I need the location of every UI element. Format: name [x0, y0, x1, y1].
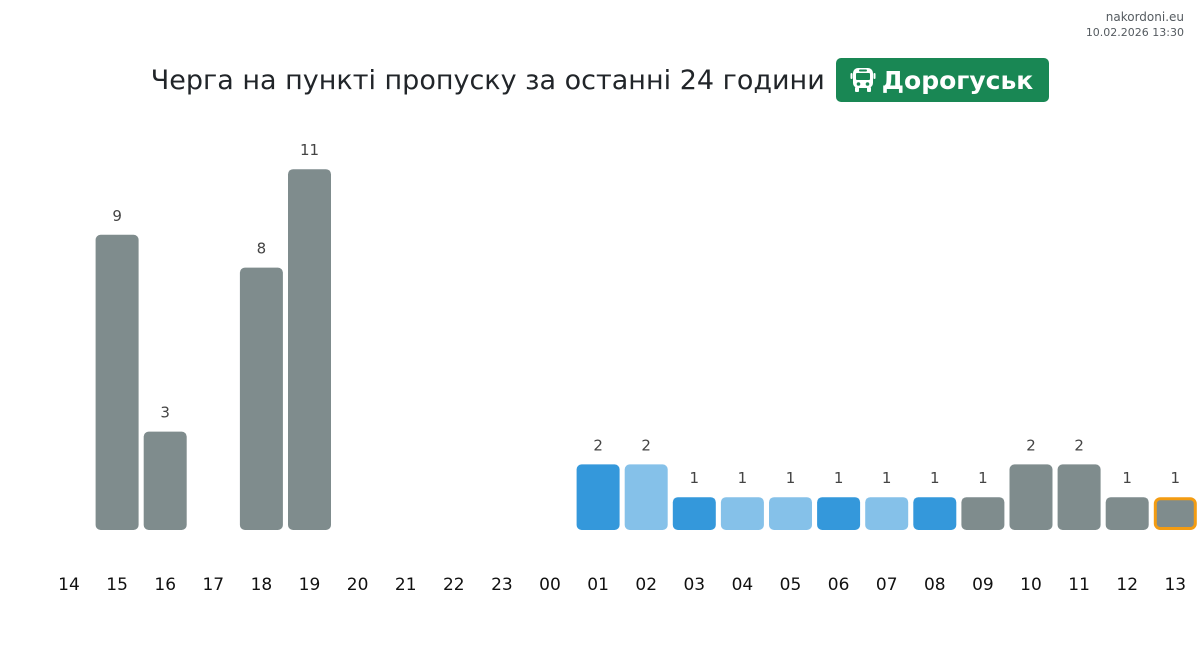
checkpoint-name: Дорогуськ — [881, 65, 1034, 95]
bar[interactable] — [288, 169, 331, 530]
bar-value-label: 1 — [930, 469, 940, 487]
checkpoint-badge: Дорогуськ — [835, 58, 1050, 102]
bar-value-label: 11 — [300, 141, 319, 159]
source-timestamp: 10.02.2026 13:30 — [1085, 26, 1184, 39]
bar[interactable] — [239, 267, 283, 530]
chart-title: Черга на пункті пропуску за останні 24 г… — [150, 64, 825, 96]
x-tick-label: 06 — [828, 575, 850, 595]
x-tick-label: 07 — [876, 575, 898, 595]
bar[interactable] — [769, 497, 812, 530]
bar-value-label: 2 — [1026, 436, 1036, 454]
bus-icon — [850, 68, 876, 92]
bar[interactable] — [961, 497, 1005, 530]
bar-value-label: 1 — [738, 469, 748, 487]
bar[interactable] — [865, 497, 909, 530]
bar[interactable] — [143, 431, 187, 530]
x-tick-label: 05 — [780, 575, 802, 595]
bar-value-label: 1 — [882, 469, 892, 487]
bar[interactable] — [576, 464, 620, 530]
x-tick-label: 00 — [539, 575, 561, 595]
x-tick-label: 16 — [154, 575, 176, 595]
bar-value-label: 1 — [978, 469, 988, 487]
x-tick-label: 11 — [1068, 575, 1090, 595]
x-tick-label: 04 — [732, 575, 754, 595]
bar[interactable] — [720, 497, 764, 530]
x-tick-label: 18 — [251, 575, 273, 595]
source-site: nakordoni.eu — [1105, 10, 1184, 24]
x-tick-label: 17 — [202, 575, 224, 595]
x-tick-label: 13 — [1164, 575, 1186, 595]
x-tick-label: 15 — [106, 575, 128, 595]
x-tick-label: 22 — [443, 575, 465, 595]
x-tick-label: 08 — [924, 575, 946, 595]
bar[interactable] — [913, 497, 957, 530]
bar[interactable] — [624, 464, 668, 530]
bar[interactable] — [817, 497, 861, 530]
bar-value-label: 3 — [160, 404, 170, 422]
bar-value-label: 1 — [786, 469, 796, 487]
x-tick-label: 02 — [635, 575, 657, 595]
x-tick-label: 23 — [491, 575, 513, 595]
bar[interactable] — [1009, 464, 1053, 530]
bar-value-label: 9 — [112, 207, 122, 225]
x-tick-label: 09 — [972, 575, 994, 595]
x-tick-label: 03 — [683, 575, 705, 595]
x-tick-label: 12 — [1116, 575, 1138, 595]
bar-current-hour[interactable] — [1153, 497, 1197, 531]
bar[interactable] — [95, 234, 139, 531]
bar-value-label: 8 — [257, 240, 267, 258]
bar[interactable] — [672, 497, 716, 530]
bar-value-label: 2 — [641, 436, 651, 454]
x-tick-label: 20 — [347, 575, 369, 595]
bar[interactable] — [1105, 497, 1149, 530]
source-info: nakordoni.eu 10.02.2026 13:30 — [1086, 9, 1184, 41]
x-tick-label: 10 — [1020, 575, 1042, 595]
bar-value-label: 2 — [593, 436, 603, 454]
bar-value-label: 1 — [690, 469, 700, 487]
x-tick-label: 21 — [395, 575, 417, 595]
bar-value-label: 1 — [1122, 469, 1132, 487]
bar-value-label: 2 — [1074, 436, 1084, 454]
bar[interactable] — [1057, 464, 1101, 530]
x-tick-label: 01 — [587, 575, 609, 595]
chart-header: Черга на пункті пропуску за останні 24 г… — [0, 58, 1200, 102]
x-tick-label: 19 — [299, 575, 321, 595]
bar-value-label: 1 — [834, 469, 844, 487]
x-tick-label: 14 — [58, 575, 80, 595]
bar-value-label: 1 — [1171, 469, 1181, 487]
